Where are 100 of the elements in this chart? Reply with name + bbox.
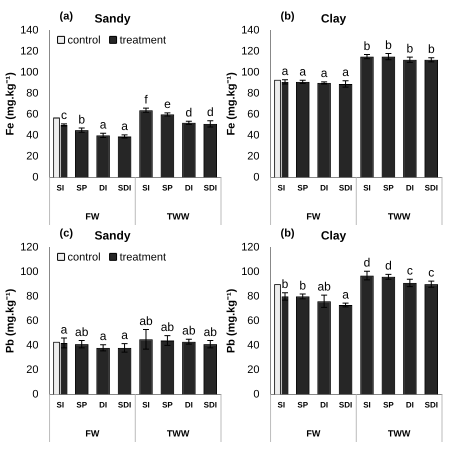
x-tick-label: SDI (424, 400, 438, 410)
y-tick-label: 80 (247, 290, 260, 302)
data-label: a (282, 64, 289, 78)
legend-label: control (68, 251, 101, 264)
chart-title: Sandy (94, 12, 131, 26)
y-tick-label: 20 (247, 364, 260, 376)
x-tick-label: SDI (338, 183, 352, 192)
x-tick-label: DI (320, 183, 328, 192)
x-tick-label: SP (76, 183, 88, 192)
x-tick-label: DI (99, 400, 108, 410)
y-tick-label: 80 (247, 87, 260, 100)
x-tick-label: DI (184, 400, 193, 410)
y-tick-label: 60 (26, 108, 39, 120)
y-axis-title: Fe (mg.kg⁻¹) (226, 72, 238, 136)
x-tick-label: DI (406, 183, 414, 192)
data-label: c (428, 265, 434, 280)
data-label: ab (75, 324, 89, 339)
data-label: a (299, 64, 306, 79)
data-label: ab (182, 324, 196, 338)
x-tick-label: SP (162, 183, 174, 192)
y-tick-label: 120 (241, 45, 260, 58)
chart-subtitle: (c) (60, 228, 74, 240)
x-tick-label: DI (320, 400, 328, 410)
chart-title: Sandy (94, 228, 131, 243)
x-tick-label: SP (162, 400, 174, 410)
y-tick-label: 120 (20, 45, 39, 58)
text: TWW (388, 211, 411, 222)
x-tick-label: SI (142, 183, 150, 192)
data-label: a (100, 329, 107, 344)
chart-title: Clay (320, 228, 346, 243)
y-tick-label: 0 (32, 171, 39, 184)
data-label: ab (204, 324, 218, 339)
data-label: d (385, 258, 392, 273)
y-tick-label: 0 (253, 171, 260, 184)
data-label: e (164, 97, 172, 112)
y-tick-label: 140 (241, 24, 260, 36)
chart-subtitle: (a) (60, 10, 74, 23)
data-label: d (186, 106, 192, 120)
y-tick-label: 100 (241, 266, 260, 278)
x-tick-label: SP (383, 400, 394, 410)
text: TWW (166, 428, 190, 438)
data-label: a (342, 287, 350, 302)
chart-subtitle: (b) (280, 10, 295, 23)
x-tick-label: SI (142, 400, 150, 410)
data-label: ab (317, 279, 332, 294)
data-label: d (206, 105, 214, 120)
y-tick-label: 80 (26, 290, 39, 302)
text: FW (306, 428, 321, 438)
data-label: b (406, 41, 414, 56)
x-tick-label: SI (277, 183, 286, 192)
text: TWW (166, 211, 190, 222)
y-tick-label: 0 (32, 388, 39, 400)
y-tick-label: 60 (247, 108, 260, 120)
y-tick-label: 40 (26, 129, 39, 142)
data-label: f (144, 92, 148, 106)
y-axis-title: Fe (mg.kg⁻¹) (4, 72, 17, 136)
y-tick-label: 120 (20, 241, 39, 254)
x-tick-label: SI (363, 400, 371, 410)
legend-label: control (68, 34, 101, 46)
y-axis-title: Pb (mg.kg⁻¹) (4, 288, 17, 354)
x-tick-label: SDI (204, 183, 217, 192)
y-tick-label: 100 (20, 66, 39, 78)
x-tick-label: DI (406, 400, 414, 410)
y-tick-label: 80 (26, 87, 39, 100)
chart-title: Clay (320, 12, 346, 26)
text: TWW (388, 428, 411, 438)
y-tick-label: 20 (26, 364, 39, 376)
x-tick-label: SDI (118, 400, 132, 410)
y-axis-title: Pb (mg.kg⁻¹) (226, 288, 238, 354)
y-tick-label: 20 (247, 150, 260, 162)
data-label: a (121, 119, 128, 134)
data-label: a (320, 66, 328, 80)
y-tick-label: 100 (20, 266, 39, 278)
y-tick-label: 40 (247, 129, 260, 142)
x-tick-label: SP (76, 400, 88, 410)
y-tick-label: 60 (247, 314, 260, 327)
x-tick-label: SP (297, 400, 309, 410)
x-tick-label: SI (363, 183, 371, 192)
data-label: a (100, 118, 107, 132)
text: FW (85, 211, 100, 222)
x-tick-label: SDI (204, 400, 217, 410)
y-tick-label: 60 (26, 314, 39, 327)
x-tick-label: SDI (118, 183, 132, 192)
x-tick-label: SI (277, 400, 286, 410)
x-tick-label: SP (297, 183, 309, 192)
x-tick-label: SDI (338, 400, 352, 410)
data-label: b (364, 38, 371, 53)
y-tick-label: 100 (241, 66, 260, 78)
y-tick-label: 20 (26, 150, 39, 162)
data-label: d (364, 256, 370, 270)
data-label: b (78, 112, 86, 126)
data-label: ab (160, 320, 174, 334)
data-label: a (121, 328, 128, 342)
y-tick-label: 40 (247, 339, 260, 352)
chart-subtitle: (b) (280, 228, 295, 240)
data-label: a (60, 322, 68, 336)
text: FW (85, 428, 100, 438)
x-tick-label: DI (184, 183, 193, 192)
legend-label: treatment (120, 34, 166, 46)
text: FW (306, 211, 321, 222)
